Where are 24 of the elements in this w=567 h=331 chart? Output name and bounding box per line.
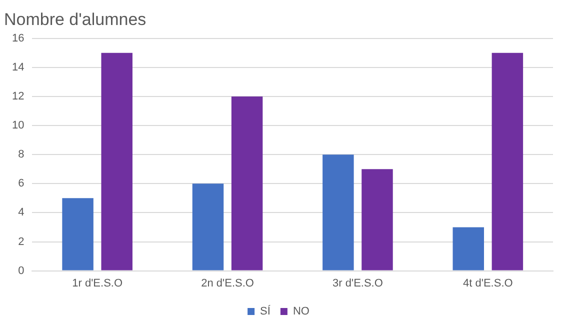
chart-title: Nombre d'alumnes — [4, 10, 146, 29]
y-tick-label: 4 — [18, 206, 24, 219]
bar — [362, 169, 393, 270]
x-tick-label: 3r d'E.S.O — [332, 277, 384, 290]
y-tick-label: 8 — [18, 148, 24, 161]
y-tick-label: 12 — [12, 90, 24, 103]
y-tick-label: 0 — [18, 264, 24, 277]
bar — [231, 96, 263, 270]
bar — [322, 154, 354, 270]
y-tick-label: 10 — [12, 120, 24, 132]
legend-label: SÍ — [260, 304, 272, 318]
x-tick-label: 4t d'E.S.O — [463, 277, 514, 290]
y-tick-label: 2 — [18, 236, 24, 248]
bar — [192, 184, 224, 270]
legend-label: NO — [292, 306, 310, 318]
bar — [62, 198, 94, 270]
y-tick-label: 16 — [12, 32, 24, 44]
y-tick-label: 14 — [12, 61, 24, 74]
bar — [452, 227, 484, 270]
y-tick-label: 6 — [18, 178, 24, 190]
bar — [101, 52, 132, 270]
x-tick-label: 1r d'E.S.O — [72, 277, 123, 290]
x-tick-label: 2n d'E.S.O — [201, 277, 254, 290]
bar — [492, 52, 524, 270]
